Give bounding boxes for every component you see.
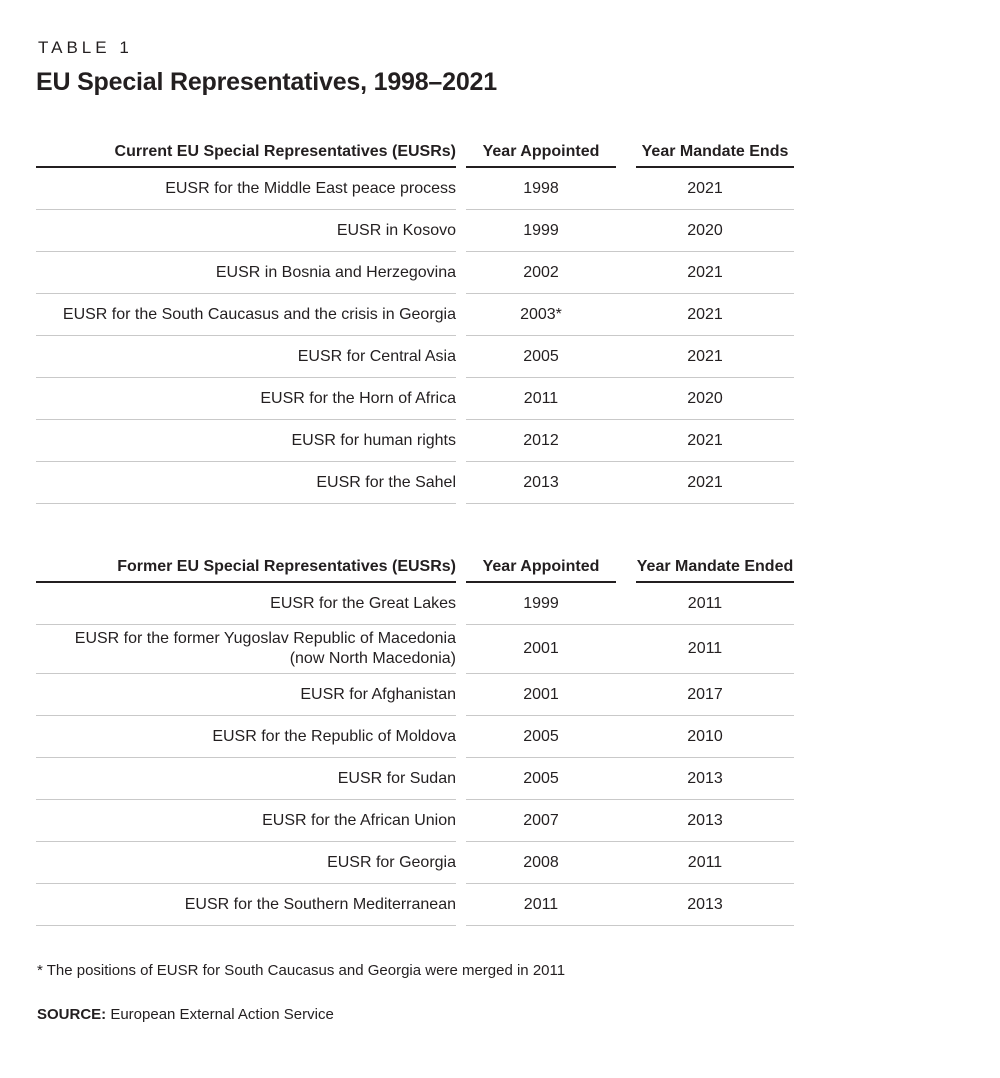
table-header-row: Former EU Special Representatives (EUSRs… <box>36 558 794 583</box>
representative-name: EUSR in Kosovo <box>36 210 456 252</box>
year-appointed-value: 2005 <box>523 727 559 745</box>
footnote: * The positions of EUSR for South Caucas… <box>37 962 566 979</box>
representative-name: EUSR for the Horn of Africa <box>36 378 456 420</box>
year-mandate-value: 2021 <box>687 347 723 365</box>
representative-name: EUSR for Georgia <box>36 842 456 884</box>
year-mandate-value: 2010 <box>687 727 723 745</box>
page-title: EU Special Representatives, 1998–2021 <box>36 68 497 96</box>
column-header-name: Former EU Special Representatives (EUSRs… <box>36 558 456 583</box>
table-row: EUSR for the Sahel 2013 2021 <box>36 462 794 504</box>
year-mandate-value: 2013 <box>687 811 723 829</box>
year-mandate-value: 2013 <box>687 769 723 787</box>
table-row: EUSR for the Southern Mediterranean 2011 2… <box>36 884 794 926</box>
table-row: EUSR in Bosnia and Herzegovina 2002 2021 <box>36 252 794 294</box>
year-cells: 2013 2021 <box>466 462 794 504</box>
table-row: EUSR for the Horn of Africa 2011 2020 <box>36 378 794 420</box>
table-header-row: Current EU Special Representatives (EUSR… <box>36 143 794 168</box>
representative-name: EUSR for Sudan <box>36 758 456 800</box>
year-mandate-value: 2021 <box>687 263 723 281</box>
year-appointed-value: 2005 <box>523 769 559 787</box>
representative-name: EUSR for the Great Lakes <box>36 583 456 625</box>
representative-name: EUSR for the African Union <box>36 800 456 842</box>
year-appointed-value: 2011 <box>523 895 559 913</box>
source-line: SOURCE: European External Action Service <box>37 1006 1000 1023</box>
document-page: TABLE 1 EU Special Representatives, 1998… <box>36 38 1000 1023</box>
column-header-year-appointed: Year Appointed <box>466 143 616 168</box>
year-cells: 2003* 2021 <box>466 294 794 336</box>
year-cells: 2005 2010 <box>466 716 794 758</box>
table-row: EUSR for the South Caucasus and the cris… <box>36 294 794 336</box>
year-appointed-value: 2008 <box>523 853 559 871</box>
table-row: EUSR for Central Asia 2005 2021 <box>36 336 794 378</box>
representative-name: EUSR for Central Asia <box>36 336 456 378</box>
representative-name: EUSR for human rights <box>36 420 456 462</box>
column-header-year-appointed: Year Appointed <box>466 558 616 583</box>
year-mandate-value: 2021 <box>687 305 723 323</box>
year-appointed-value: 2007 <box>523 811 559 829</box>
representative-name: EUSR for the Middle East peace process <box>36 168 456 210</box>
table-row: EUSR for the former Yugoslav Republic of… <box>36 625 794 674</box>
year-mandate-value: 2020 <box>687 389 723 407</box>
table-row: EUSR for Georgia 2008 2011 <box>36 842 794 884</box>
column-header-name: Current EU Special Representatives (EUSR… <box>36 143 456 168</box>
year-appointed-value: 1999 <box>523 221 559 239</box>
year-mandate-value: 2020 <box>687 221 723 239</box>
year-cells: 2001 2017 <box>466 674 794 716</box>
year-appointed-value: 2003* <box>520 305 562 323</box>
year-appointed-value: 2012 <box>523 431 559 449</box>
year-cells: 2008 2011 <box>466 842 794 884</box>
table-row: EUSR for the Republic of Moldova 2005 2010 <box>36 716 794 758</box>
year-cells: 1998 2021 <box>466 168 794 210</box>
year-appointed-value: 2005 <box>523 347 559 365</box>
year-cells: 2011 2013 <box>466 884 794 926</box>
year-appointed-value: 2001 <box>523 640 559 657</box>
year-appointed-value: 1998 <box>523 179 559 197</box>
representative-name: EUSR in Bosnia and Herzegovina <box>36 252 456 294</box>
year-appointed-value: 2011 <box>523 389 559 407</box>
year-appointed-value: 2002 <box>523 263 559 281</box>
year-cells: 1999 2011 <box>466 583 794 625</box>
year-cells: 2012 2021 <box>466 420 794 462</box>
table-row: EUSR for the Middle East peace process 19… <box>36 168 794 210</box>
representative-name: EUSR for the Southern Mediterranean <box>36 884 456 926</box>
representative-name: EUSR for the South Caucasus and the cris… <box>36 294 456 336</box>
year-cells: 1999 2020 <box>466 210 794 252</box>
table-row: EUSR for the African Union 2007 2013 <box>36 800 794 842</box>
year-mandate-value: 2011 <box>687 853 723 871</box>
year-mandate-value: 2017 <box>687 685 723 703</box>
year-appointed-value: 2013 <box>523 473 559 491</box>
representative-name: EUSR for Afghanistan <box>36 674 456 716</box>
year-cells: 2005 2013 <box>466 758 794 800</box>
table-label: TABLE 1 <box>38 38 133 57</box>
year-appointed-value: 2001 <box>523 685 559 703</box>
table-row: EUSR for the Great Lakes 1999 2011 <box>36 583 794 625</box>
source-text: European External Action Service <box>106 1006 334 1023</box>
year-cells: 2005 2021 <box>466 336 794 378</box>
table-row: EUSR in Kosovo 1999 2020 <box>36 210 794 252</box>
year-mandate-value: 2021 <box>687 179 723 197</box>
year-mandate-value: 2011 <box>687 640 723 657</box>
column-header-year-mandate: Year Mandate Ended <box>636 558 794 583</box>
column-header-year-mandate: Year Mandate Ends <box>636 143 794 168</box>
table-row: EUSR for human rights 2012 2021 <box>36 420 794 462</box>
year-cells: 2001 2011 <box>466 625 794 674</box>
year-appointed-value: 1999 <box>523 594 559 612</box>
year-cells: 2011 2020 <box>466 378 794 420</box>
current-eusr-table: Current EU Special Representatives (EUSR… <box>36 143 794 504</box>
year-mandate-value: 2013 <box>687 895 723 913</box>
representative-name: EUSR for the former Yugoslav Republic of… <box>36 625 456 674</box>
source-label: SOURCE: <box>37 1006 107 1023</box>
year-mandate-value: 2021 <box>687 431 723 449</box>
year-cells: 2002 2021 <box>466 252 794 294</box>
year-mandate-value: 2011 <box>687 594 723 612</box>
former-eusr-table: Former EU Special Representatives (EUSRs… <box>36 558 794 926</box>
table-row: EUSR for Afghanistan 2001 2017 <box>36 674 794 716</box>
year-mandate-value: 2021 <box>687 473 723 491</box>
year-cells: 2007 2013 <box>466 800 794 842</box>
representative-name: EUSR for the Republic of Moldova <box>36 716 456 758</box>
representative-name: EUSR for the Sahel <box>36 462 456 504</box>
table-row: EUSR for Sudan 2005 2013 <box>36 758 794 800</box>
